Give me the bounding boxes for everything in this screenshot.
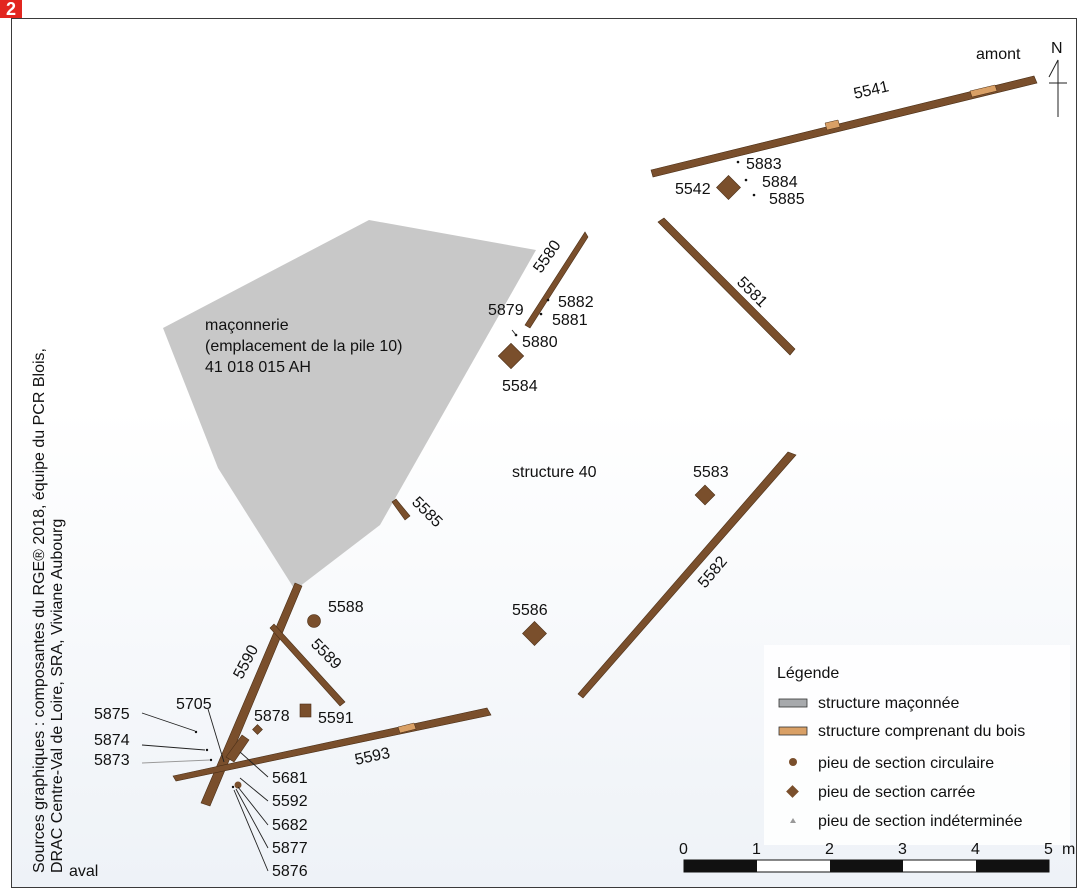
label-5884: 5884 (762, 174, 798, 191)
legend-title: Légende (777, 665, 839, 682)
scale-tick-3: 3 (898, 841, 907, 858)
label-5877: 5877 (272, 840, 308, 857)
scale-tick-5: 5 (1044, 841, 1053, 858)
north-label: N (1051, 40, 1063, 57)
scale-tick-1: 1 (752, 841, 761, 858)
wood-insert-5541-b (969, 84, 998, 98)
legend-indeterminate-pile-icon (790, 818, 796, 823)
pile-5592 (234, 781, 242, 789)
scale-bar: 0 1 2 3 4 5 m (679, 841, 1075, 873)
pile-5584 (497, 342, 525, 370)
label-5875: 5875 (94, 706, 130, 723)
label-5882: 5882 (558, 294, 594, 311)
pile-5591 (299, 703, 312, 718)
pile-5542 (716, 175, 741, 200)
label-5592: 5592 (272, 793, 308, 810)
beam-5580 (524, 231, 589, 329)
pile-5878 (252, 724, 263, 735)
pile-5881 (539, 312, 543, 316)
label-5883: 5883 (746, 156, 782, 173)
legend-swatch-masonry (778, 698, 808, 708)
pile-5875 (194, 730, 198, 734)
beam-5541 (650, 75, 1038, 178)
beam-5585 (391, 498, 411, 521)
label-5580: 5580 (530, 237, 564, 276)
label-5876: 5876 (272, 863, 308, 880)
label-5873: 5873 (94, 752, 130, 769)
beam-5589 (269, 623, 346, 707)
label-5880: 5880 (522, 334, 558, 351)
masonry-area (163, 220, 536, 590)
masonry-label-1: maçonnerie (205, 317, 289, 334)
pile-5586 (522, 621, 547, 646)
legend-circle-pile-icon (789, 758, 797, 766)
label-5681: 5681 (272, 770, 308, 787)
label-5542: 5542 (675, 181, 711, 198)
label-5885: 5885 (769, 191, 805, 208)
pile-5882 (546, 298, 550, 302)
masonry-label-3: 41 018 015 AH (205, 359, 311, 376)
pile-5682 (231, 785, 235, 789)
figure-number-badge: 2 (0, 0, 22, 18)
beam-5582 (577, 451, 797, 699)
masonry-label-2: (emplacement de la pile 10) (205, 338, 402, 355)
legend-item-circular-pile: pieu de section circulaire (818, 755, 994, 772)
scale-unit: m (1062, 841, 1075, 858)
pile-5874 (205, 748, 209, 752)
label-5881: 5881 (552, 312, 588, 329)
label-5879: 5879 (488, 302, 524, 319)
legend-item-square-pile: pieu de section carrée (818, 784, 976, 801)
legend-item-indeterminate-pile: pieu de section indéterminée (818, 813, 1023, 830)
legend-item-masonry: structure maçonnée (818, 695, 960, 712)
wood-insert-5541-a (824, 119, 841, 131)
structure-label: structure 40 (512, 464, 597, 481)
label-5541: 5541 (852, 78, 891, 103)
pile-5583 (694, 484, 716, 506)
beam-5581 (657, 217, 796, 356)
scale-tick-0: 0 (679, 841, 688, 858)
label-5593: 5593 (353, 745, 391, 769)
label-5878: 5878 (254, 708, 290, 725)
source-credit-line2: DRAC Centre-Val de Loire, SRA, Viviane A… (49, 519, 66, 873)
beam-5590 (200, 582, 303, 807)
scale-tick-4: 4 (971, 841, 980, 858)
north-arrow-icon (1048, 59, 1067, 117)
scale-tick-2: 2 (825, 841, 834, 858)
label-5586: 5586 (512, 602, 548, 619)
wood-insert-5593 (397, 722, 417, 734)
source-credit-line1: Sources graphiques : composantes du RGE®… (31, 348, 48, 873)
legend-swatch-wood (778, 726, 808, 736)
pile-5883 (736, 160, 740, 164)
pile-5873 (209, 758, 213, 762)
legend: Légende structure maçonnée structure com… (764, 645, 1070, 845)
downstream-label: aval (69, 863, 98, 880)
label-5682: 5682 (272, 817, 308, 834)
label-5584: 5584 (502, 378, 538, 395)
label-5585: 5585 (408, 494, 445, 531)
label-5583: 5583 (693, 464, 729, 481)
pile-5884 (744, 178, 748, 182)
label-5588: 5588 (328, 599, 364, 616)
label-5591: 5591 (318, 710, 354, 727)
label-5874: 5874 (94, 732, 130, 749)
legend-item-wood: structure comprenant du bois (818, 723, 1025, 740)
beam-5681 (225, 734, 250, 763)
pile-5588 (307, 614, 321, 628)
label-5705: 5705 (176, 696, 212, 713)
pile-5885 (752, 193, 756, 197)
upstream-label: amont (976, 46, 1021, 63)
